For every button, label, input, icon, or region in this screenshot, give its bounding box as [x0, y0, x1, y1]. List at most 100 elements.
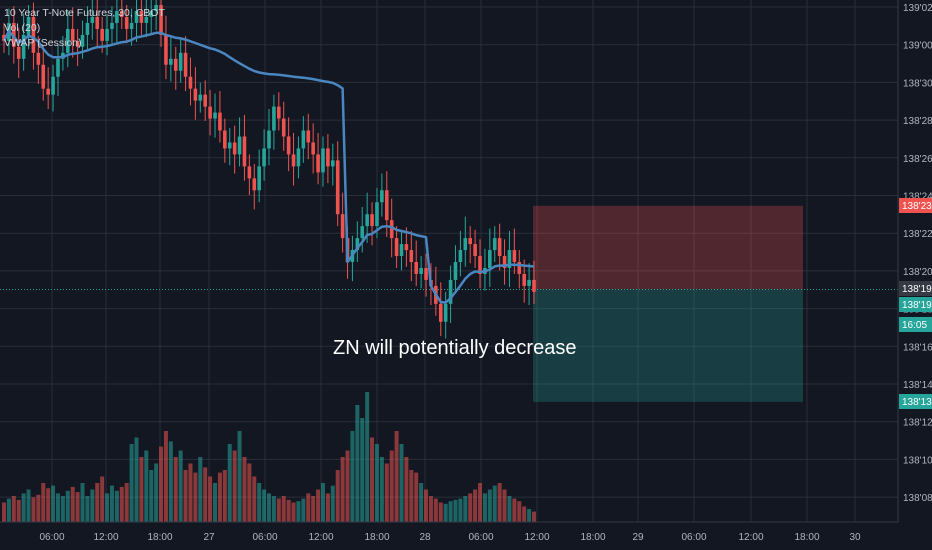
y-tick-label: 138'300	[903, 78, 932, 89]
vwap-line	[2, 29, 535, 304]
volume-bar	[144, 450, 149, 522]
candle-body	[473, 244, 477, 257]
candle-body	[95, 16, 100, 29]
candle-body	[159, 5, 163, 35]
volume-bar	[527, 509, 532, 522]
legend-vwap[interactable]: VWAP (Session)	[4, 37, 82, 49]
price-tag-target	[899, 394, 932, 409]
position-zones[interactable]	[0, 205, 898, 402]
candle-body	[257, 166, 261, 191]
volume-bar	[507, 496, 512, 522]
candle-body	[227, 142, 232, 149]
grid	[0, 0, 898, 522]
candle-body	[2, 34, 6, 41]
volume-bar	[497, 483, 502, 522]
volume-bar	[374, 444, 379, 522]
volume-bar	[458, 498, 463, 522]
y-tick-label: 138'280	[903, 116, 932, 127]
candle-body	[409, 250, 414, 263]
volume-bar	[517, 501, 522, 522]
volume-bar	[203, 467, 208, 522]
volume-bar	[247, 463, 252, 522]
candle-body	[183, 52, 188, 77]
candle-body	[242, 136, 247, 167]
candle-body	[188, 76, 193, 89]
candle-body	[281, 118, 286, 137]
candle-body	[213, 112, 217, 119]
price-tag-label: 138'130	[902, 397, 932, 408]
price-tags: 138'235 138'190 138'190 16:05 138'130	[899, 198, 932, 409]
legend-volume[interactable]: Vol (20)	[4, 22, 41, 34]
volume-bar	[163, 431, 168, 522]
x-tick-label: 18:00	[794, 532, 819, 543]
candle-body	[478, 256, 482, 274]
annotation-text[interactable]: ZN will potentially decrease	[333, 337, 577, 359]
volume-bar	[51, 485, 56, 522]
candle-body	[512, 250, 517, 263]
volume-bar	[512, 498, 517, 522]
volume-bar	[276, 498, 281, 522]
candle-body	[316, 154, 320, 173]
legend-symbol[interactable]: 10 Year T-Note Futures, 30, CBOT	[4, 7, 165, 19]
x-tick-label: 30	[849, 532, 861, 543]
volume-bar	[296, 501, 301, 522]
volume-bar	[173, 457, 178, 522]
volume-bar	[178, 450, 183, 522]
volume-bar	[134, 437, 139, 522]
candle-body	[119, 10, 124, 17]
volume-bar	[124, 483, 129, 522]
volume-bar	[379, 457, 384, 522]
candle-body	[134, 10, 139, 23]
volume-bar	[286, 499, 291, 522]
candle-body	[488, 250, 492, 268]
candle-body	[16, 46, 21, 59]
volume-bar	[291, 502, 296, 522]
candle-body	[21, 34, 26, 59]
y-tick-label: 138'080	[903, 493, 932, 504]
candle-body	[247, 166, 252, 179]
candle-body	[532, 279, 536, 292]
candle-body	[375, 202, 379, 227]
volume-bar	[438, 502, 443, 522]
volume-bar	[183, 470, 188, 522]
vwap-line	[2, 29, 535, 304]
y-tick-label: 138'220	[903, 229, 932, 240]
volume-bar	[198, 457, 203, 522]
candle-body	[502, 256, 507, 268]
candle-body	[124, 16, 129, 29]
volume-bar	[70, 486, 75, 522]
candle-body	[100, 28, 104, 41]
y-tick-label: 138'120	[903, 418, 932, 429]
volume-bar	[463, 496, 468, 522]
y-tick-label: 138'240	[903, 192, 932, 203]
volume-bar	[41, 483, 46, 522]
candle-body	[173, 58, 178, 71]
x-tick-label: 06:00	[39, 532, 64, 543]
candle-body	[360, 226, 365, 239]
volume-bar	[281, 496, 286, 522]
candle-body	[110, 22, 114, 29]
volume-bar	[11, 496, 16, 522]
x-tick-label: 06:00	[252, 532, 277, 543]
volume-bar	[311, 496, 316, 522]
volume-bar	[482, 493, 487, 522]
volume-bar	[55, 493, 60, 522]
x-tick-label: 12:00	[308, 532, 333, 543]
volume-bar	[109, 485, 114, 522]
candle-body	[384, 190, 389, 221]
candle-body	[340, 214, 345, 239]
volume-bar	[227, 444, 232, 522]
volume-bar	[316, 489, 321, 522]
volume-bar	[399, 444, 404, 522]
volume-bar	[75, 492, 80, 522]
candle-body	[129, 22, 134, 29]
y-tick-label: 138'100	[903, 455, 932, 466]
volume-bar	[370, 437, 375, 522]
volume-bar	[193, 472, 198, 522]
take-profit-zone	[533, 289, 803, 402]
volume-bar	[26, 489, 31, 522]
price-tag-label: 16:05	[902, 320, 927, 331]
